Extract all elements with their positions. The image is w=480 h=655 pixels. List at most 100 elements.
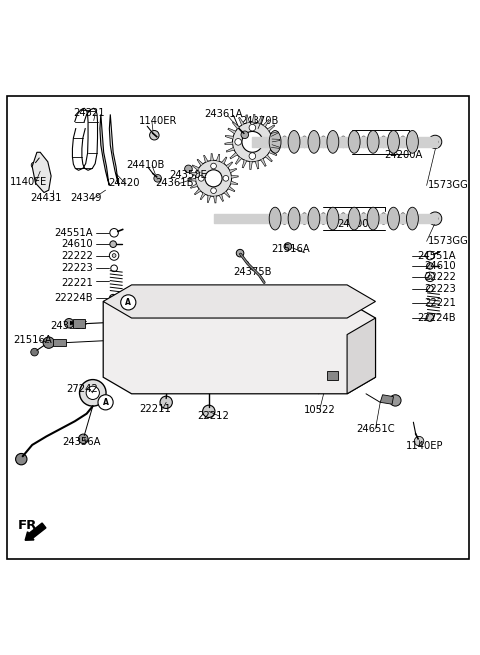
Ellipse shape (137, 327, 150, 337)
Ellipse shape (387, 207, 399, 230)
Ellipse shape (400, 213, 406, 225)
Ellipse shape (367, 130, 379, 153)
Ellipse shape (132, 342, 155, 360)
Circle shape (111, 265, 118, 272)
Polygon shape (103, 301, 375, 394)
Circle shape (235, 139, 241, 145)
Ellipse shape (185, 323, 208, 341)
Circle shape (427, 263, 433, 269)
Circle shape (232, 122, 272, 162)
Text: 22222: 22222 (61, 250, 93, 261)
Polygon shape (194, 189, 201, 195)
Text: 24200A: 24200A (384, 149, 423, 160)
Text: 24375B: 24375B (233, 267, 272, 276)
Ellipse shape (308, 130, 320, 153)
Polygon shape (232, 122, 240, 129)
Polygon shape (197, 159, 203, 166)
Polygon shape (32, 153, 51, 193)
Circle shape (86, 386, 99, 400)
Text: 22222: 22222 (424, 272, 456, 282)
Polygon shape (228, 187, 235, 191)
Circle shape (249, 124, 256, 131)
Ellipse shape (348, 207, 360, 230)
Polygon shape (269, 150, 277, 155)
Polygon shape (109, 115, 119, 185)
Ellipse shape (361, 213, 367, 225)
Ellipse shape (243, 346, 256, 356)
Text: 21516A: 21516A (271, 244, 310, 254)
Text: 1573GG: 1573GG (428, 180, 468, 191)
Polygon shape (100, 115, 109, 185)
Polygon shape (189, 178, 196, 181)
Text: 22211: 22211 (139, 404, 171, 414)
Circle shape (432, 139, 438, 145)
Ellipse shape (381, 136, 386, 148)
Ellipse shape (361, 136, 367, 148)
Ellipse shape (291, 342, 314, 360)
Text: A: A (125, 298, 131, 307)
Circle shape (79, 434, 88, 443)
Polygon shape (219, 195, 223, 201)
Circle shape (327, 362, 338, 373)
Text: 24420: 24420 (108, 178, 139, 187)
Text: 24610: 24610 (424, 261, 456, 271)
Circle shape (150, 130, 159, 140)
Polygon shape (226, 136, 233, 139)
Ellipse shape (296, 327, 309, 337)
Text: 24410B: 24410B (127, 160, 165, 170)
Text: 10522: 10522 (304, 405, 336, 415)
Polygon shape (380, 395, 394, 404)
Text: 22224B: 22224B (418, 312, 456, 322)
Circle shape (64, 318, 74, 328)
Ellipse shape (167, 306, 181, 314)
Circle shape (223, 176, 228, 181)
Polygon shape (204, 155, 208, 162)
Ellipse shape (170, 308, 178, 312)
Circle shape (428, 275, 432, 279)
Text: 24350E: 24350E (169, 170, 207, 180)
Polygon shape (246, 115, 250, 122)
Circle shape (426, 252, 434, 260)
Polygon shape (214, 196, 216, 203)
Polygon shape (255, 161, 259, 169)
Polygon shape (347, 318, 375, 394)
Text: 24610: 24610 (61, 239, 93, 249)
Circle shape (429, 212, 442, 225)
Ellipse shape (407, 130, 419, 153)
Text: 1140FE: 1140FE (10, 177, 48, 187)
Ellipse shape (324, 294, 337, 303)
Circle shape (432, 215, 438, 221)
Circle shape (429, 135, 442, 149)
Ellipse shape (387, 130, 399, 153)
Circle shape (211, 163, 216, 169)
Ellipse shape (296, 346, 309, 356)
Text: 22223: 22223 (424, 284, 456, 293)
Text: 24370B: 24370B (240, 115, 279, 126)
Circle shape (110, 241, 117, 248)
Ellipse shape (367, 207, 379, 230)
Circle shape (112, 253, 116, 257)
Circle shape (121, 295, 136, 310)
Circle shape (203, 405, 215, 417)
Ellipse shape (188, 291, 200, 298)
Circle shape (98, 395, 113, 410)
Ellipse shape (190, 346, 203, 356)
Ellipse shape (269, 207, 281, 230)
Polygon shape (272, 139, 280, 142)
Circle shape (154, 174, 161, 182)
Ellipse shape (340, 136, 346, 148)
Ellipse shape (238, 342, 261, 360)
Text: 1140EP: 1140EP (406, 441, 443, 451)
Text: 27242: 27242 (66, 384, 98, 394)
Ellipse shape (321, 136, 326, 148)
Text: 24431: 24431 (31, 193, 62, 203)
Ellipse shape (199, 295, 206, 300)
Text: 24100C: 24100C (337, 219, 376, 229)
Circle shape (43, 337, 54, 348)
Circle shape (241, 131, 249, 139)
Ellipse shape (282, 136, 288, 148)
Text: 1140ER: 1140ER (138, 115, 177, 126)
Ellipse shape (321, 213, 326, 225)
Text: 21516A: 21516A (13, 335, 51, 345)
Polygon shape (222, 157, 227, 164)
